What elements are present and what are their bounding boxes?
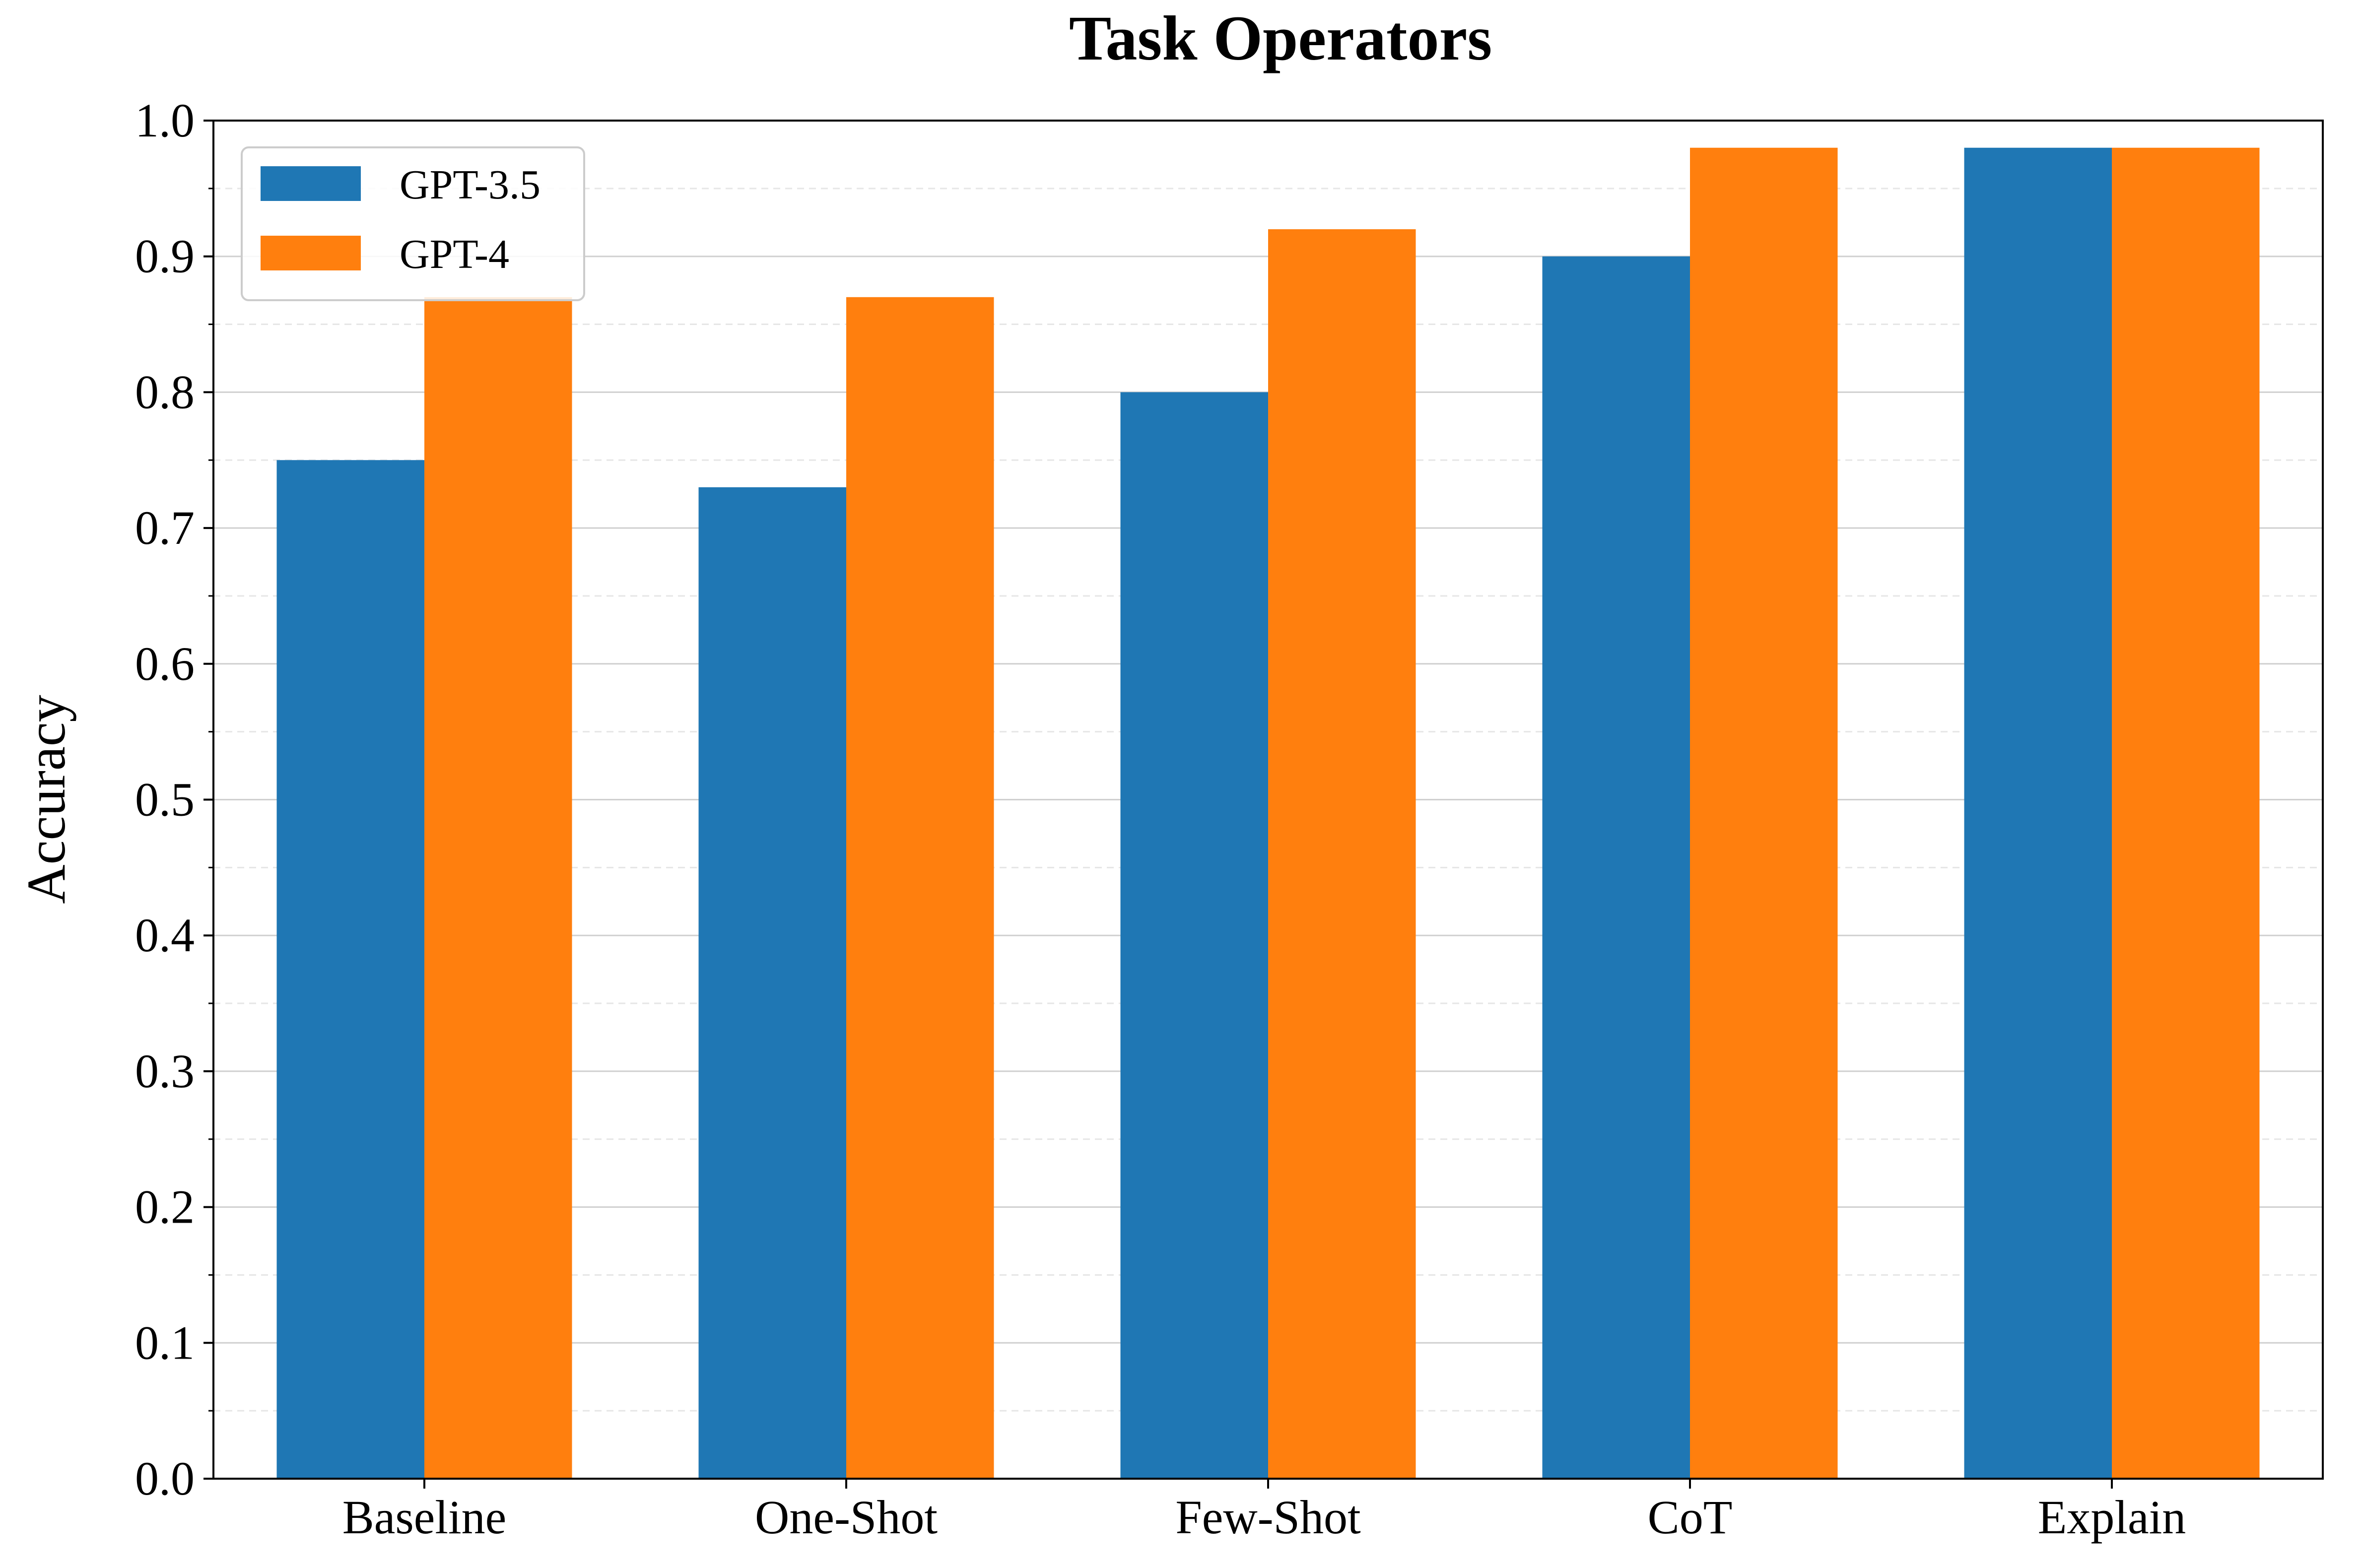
y-tick-label: 0.0 bbox=[135, 1452, 195, 1505]
y-axis-label: Accuracy bbox=[16, 695, 76, 904]
y-tick-label: 0.1 bbox=[135, 1316, 195, 1369]
bar-gpt-4-one-shot bbox=[846, 297, 994, 1479]
y-tick-label: 0.3 bbox=[135, 1045, 195, 1098]
bar-gpt-3-5-explain bbox=[1964, 147, 2112, 1479]
bars bbox=[276, 147, 2260, 1479]
y-tick-label: 0.5 bbox=[135, 773, 195, 826]
y-tick-label: 0.6 bbox=[135, 637, 195, 690]
y-tick-label: 0.2 bbox=[135, 1180, 195, 1234]
y-tick-label: 1.0 bbox=[135, 94, 195, 147]
bar-gpt-3-5-cot bbox=[1542, 256, 1690, 1479]
bar-gpt-4-explain bbox=[2112, 147, 2260, 1479]
legend-swatch-gpt-3-5 bbox=[261, 166, 361, 201]
x-tick-label: Few-Shot bbox=[1175, 1491, 1361, 1544]
y-tick-label: 0.7 bbox=[135, 501, 195, 554]
legend: GPT-3.5 GPT-4 bbox=[241, 146, 585, 301]
bar-gpt-3-5-baseline bbox=[276, 460, 424, 1479]
legend-label-gpt-4: GPT-4 bbox=[400, 231, 509, 277]
x-tick-label: One-Shot bbox=[755, 1491, 938, 1544]
bar-gpt-4-baseline bbox=[424, 297, 572, 1479]
y-tick-label: 0.8 bbox=[135, 365, 195, 418]
bar-gpt-4-cot bbox=[1690, 147, 1838, 1479]
x-tick-label: Baseline bbox=[342, 1491, 507, 1544]
bar-gpt-4-few-shot bbox=[1268, 229, 1416, 1479]
legend-swatch-gpt-4 bbox=[261, 236, 361, 270]
y-tick-label: 0.4 bbox=[135, 909, 195, 962]
y-axis-ticks: 0.0 0.1 0.2 0.3 0.4 0.5 0.6 0.7 0.8 0.9 1.0 bbox=[135, 94, 213, 1505]
x-tick-label: Explain bbox=[2038, 1491, 2186, 1544]
bar-gpt-3-5-one-shot bbox=[698, 487, 846, 1479]
x-tick-label: CoT bbox=[1648, 1491, 1733, 1544]
x-axis-ticks: Baseline One-Shot Few-Shot CoT Explain bbox=[342, 1479, 2186, 1544]
legend-label-gpt-3-5: GPT-3.5 bbox=[400, 162, 540, 208]
chart-title: Task Operators bbox=[1069, 3, 1492, 73]
bar-gpt-3-5-few-shot bbox=[1120, 392, 1268, 1479]
y-tick-label: 0.9 bbox=[135, 230, 195, 283]
